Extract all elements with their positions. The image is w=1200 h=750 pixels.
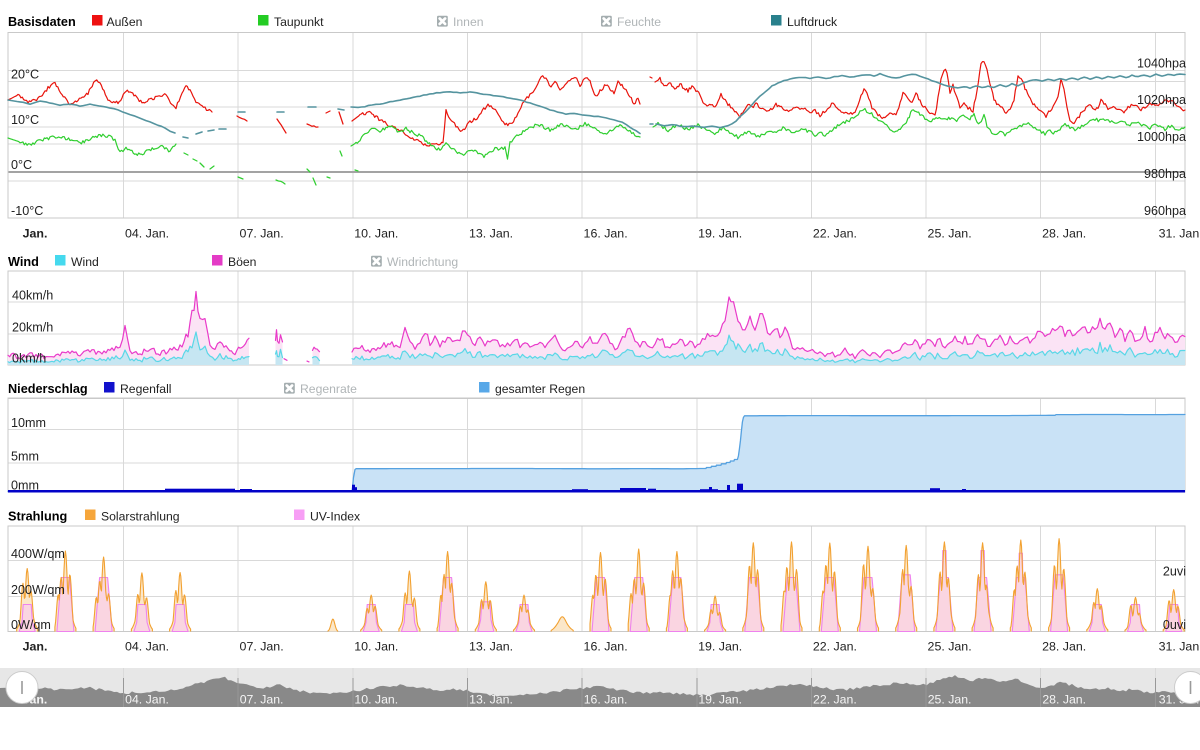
svg-text:Jan.: Jan. — [23, 227, 48, 241]
svg-text:22. Jan.: 22. Jan. — [813, 693, 857, 707]
svg-text:Taupunkt: Taupunkt — [274, 15, 324, 29]
svg-text:28. Jan.: 28. Jan. — [1042, 640, 1086, 654]
svg-text:04. Jan.: 04. Jan. — [125, 693, 169, 707]
svg-text:13. Jan.: 13. Jan. — [469, 693, 513, 707]
svg-text:-10°C: -10°C — [11, 204, 43, 218]
svg-text:Außen: Außen — [107, 15, 143, 29]
svg-text:04. Jan.: 04. Jan. — [125, 227, 169, 241]
svg-text:UV-Index: UV-Index — [310, 510, 360, 524]
svg-text:10. Jan.: 10. Jan. — [354, 693, 398, 707]
svg-text:07. Jan.: 07. Jan. — [240, 693, 284, 707]
svg-text:13. Jan.: 13. Jan. — [469, 640, 513, 654]
svg-text:10mm: 10mm — [11, 416, 46, 430]
svg-text:07. Jan.: 07. Jan. — [240, 227, 284, 241]
svg-text:2uvi: 2uvi — [1163, 565, 1186, 579]
svg-text:Regenrate: Regenrate — [300, 382, 357, 396]
svg-text:31. Jan: 31. Jan — [1159, 227, 1200, 241]
svg-text:22. Jan.: 22. Jan. — [813, 227, 857, 241]
svg-text:31. Jan: 31. Jan — [1159, 640, 1200, 654]
svg-text:Regenfall: Regenfall — [120, 382, 172, 396]
svg-text:0uvi: 0uvi — [1163, 618, 1186, 632]
svg-text:16. Jan.: 16. Jan. — [584, 227, 628, 241]
svg-text:13. Jan.: 13. Jan. — [469, 227, 513, 241]
svg-text:0km/h: 0km/h — [12, 352, 46, 366]
svg-text:16. Jan.: 16. Jan. — [584, 693, 628, 707]
svg-text:40km/h: 40km/h — [12, 289, 53, 303]
svg-text:28. Jan.: 28. Jan. — [1042, 693, 1086, 707]
svg-text:Feuchte: Feuchte — [617, 15, 661, 29]
svg-text:0°C: 0°C — [11, 158, 32, 172]
svg-text:19. Jan.: 19. Jan. — [698, 640, 742, 654]
svg-text:1020hpa: 1020hpa — [1137, 93, 1186, 107]
svg-text:960hpa: 960hpa — [1144, 204, 1186, 218]
svg-text:Basisdaten: Basisdaten — [8, 15, 76, 29]
svg-text:980hpa: 980hpa — [1144, 167, 1186, 181]
svg-text:Niederschlag: Niederschlag — [8, 382, 88, 396]
svg-text:25. Jan.: 25. Jan. — [928, 693, 972, 707]
svg-text:20km/h: 20km/h — [12, 321, 53, 335]
svg-text:5mm: 5mm — [11, 450, 39, 464]
svg-text:gesamter Regen: gesamter Regen — [495, 382, 585, 396]
svg-text:Jan.: Jan. — [23, 640, 48, 654]
svg-text:04. Jan.: 04. Jan. — [125, 640, 169, 654]
svg-text:16. Jan.: 16. Jan. — [584, 640, 628, 654]
svg-text:10°C: 10°C — [11, 113, 39, 127]
svg-text:25. Jan.: 25. Jan. — [928, 640, 972, 654]
svg-text:10. Jan.: 10. Jan. — [354, 640, 398, 654]
svg-text:Windrichtung: Windrichtung — [387, 255, 458, 269]
svg-text:1040hpa: 1040hpa — [1137, 56, 1186, 70]
svg-text:0W/qm: 0W/qm — [11, 618, 51, 632]
svg-text:Strahlung: Strahlung — [8, 510, 67, 524]
svg-text:200W/qm: 200W/qm — [11, 583, 65, 597]
svg-text:Innen: Innen — [453, 15, 484, 29]
svg-text:10. Jan.: 10. Jan. — [354, 227, 398, 241]
svg-text:07. Jan.: 07. Jan. — [240, 640, 284, 654]
svg-text:Solarstrahlung: Solarstrahlung — [101, 510, 180, 524]
svg-text:Wind: Wind — [8, 255, 39, 269]
svg-text:19. Jan.: 19. Jan. — [698, 693, 742, 707]
svg-text:0mm: 0mm — [11, 479, 39, 493]
svg-text:19. Jan.: 19. Jan. — [698, 227, 742, 241]
svg-text:1000hpa: 1000hpa — [1137, 130, 1186, 144]
svg-text:Böen: Böen — [228, 255, 256, 269]
svg-text:400W/qm: 400W/qm — [11, 547, 65, 561]
svg-text:Wind: Wind — [71, 255, 99, 269]
svg-text:20°C: 20°C — [11, 68, 39, 82]
svg-text:Luftdruck: Luftdruck — [787, 15, 838, 29]
svg-text:28. Jan.: 28. Jan. — [1042, 227, 1086, 241]
svg-text:25. Jan.: 25. Jan. — [928, 227, 972, 241]
svg-text:22. Jan.: 22. Jan. — [813, 640, 857, 654]
